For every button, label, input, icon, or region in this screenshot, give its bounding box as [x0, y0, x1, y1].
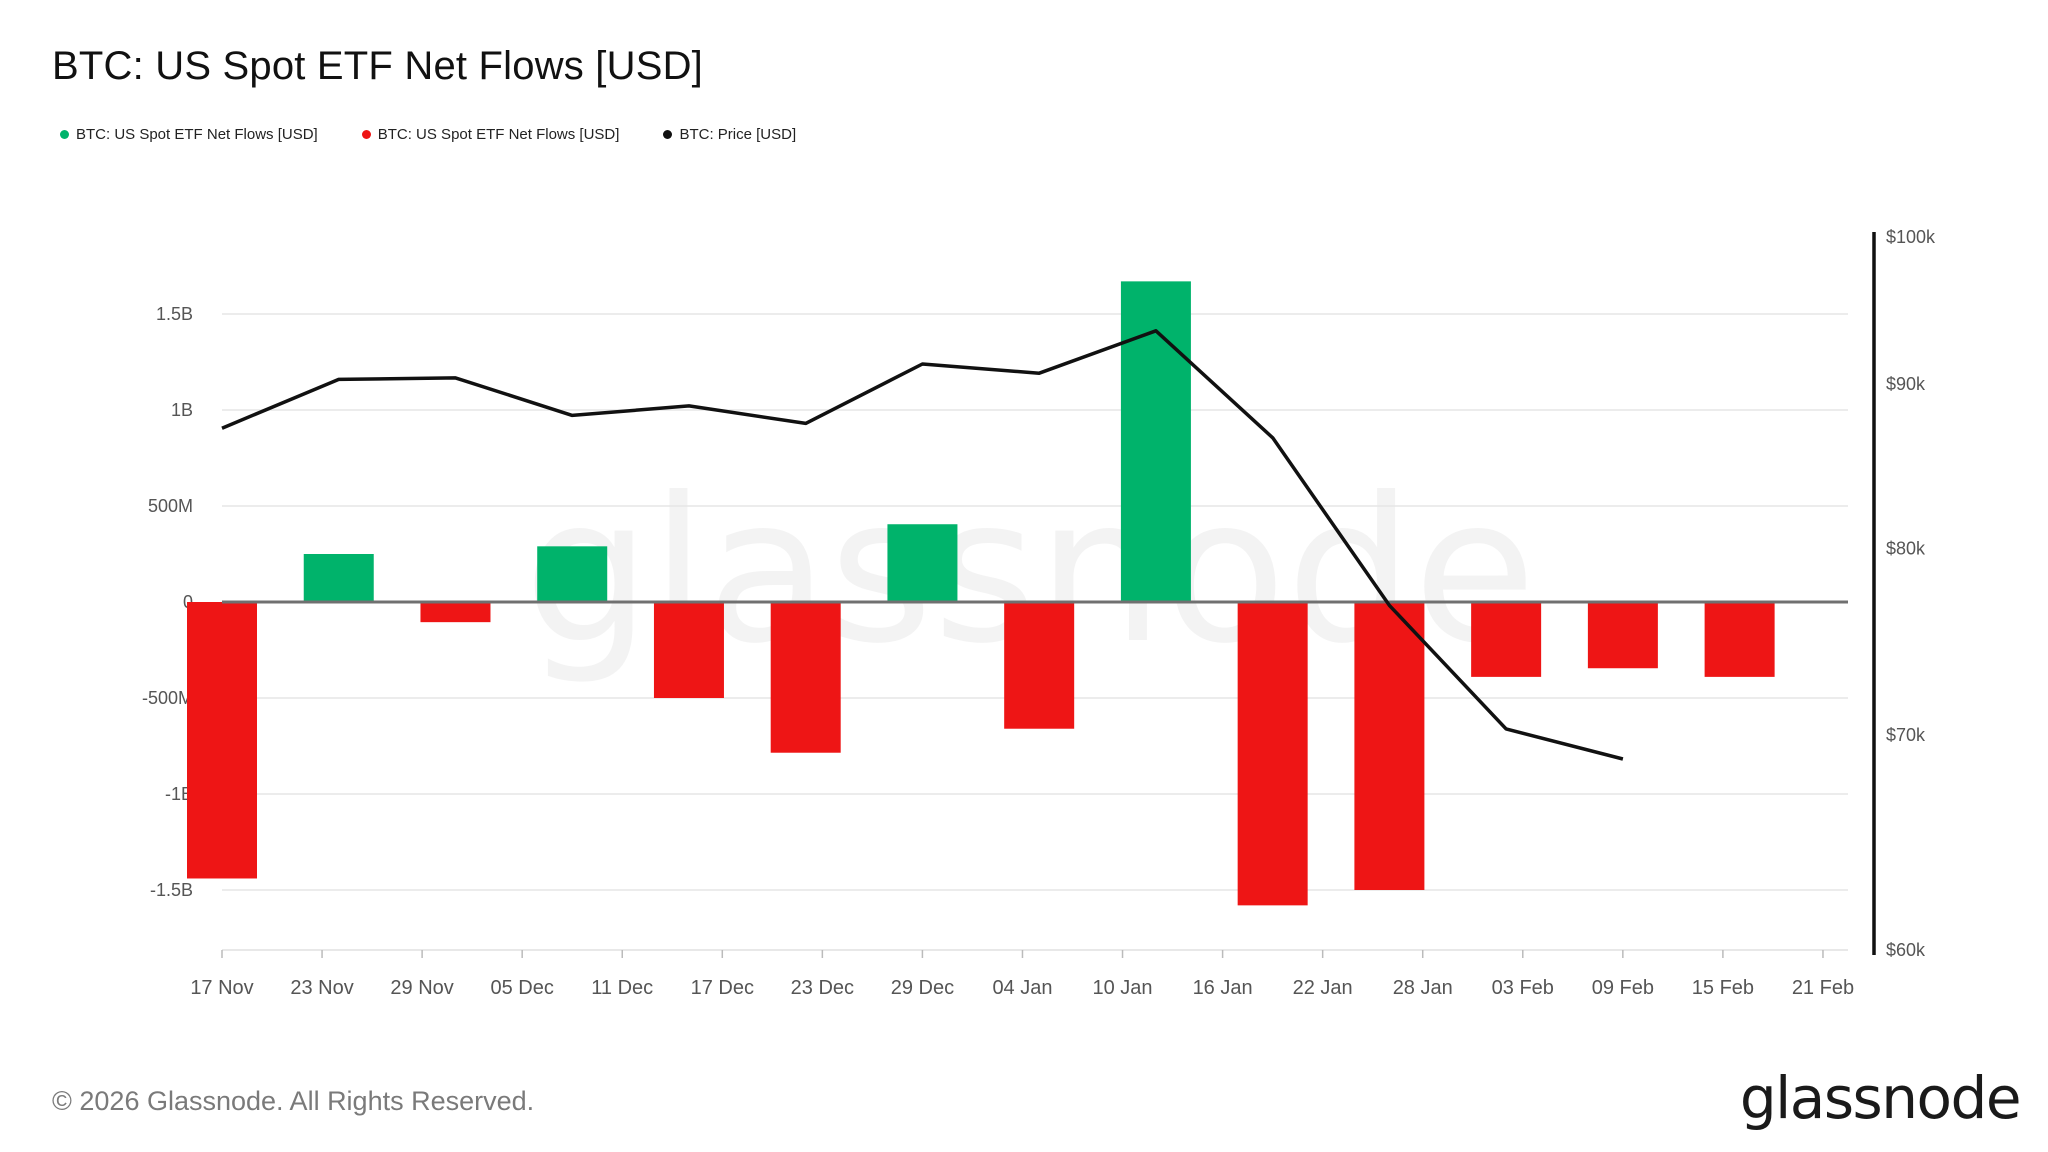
y-tick-label-right: $90k: [1886, 374, 1926, 394]
inflow-bar: [537, 546, 608, 602]
y-tick-label-left: 500M: [148, 496, 193, 516]
x-tick-label: 29 Dec: [891, 977, 954, 999]
y-tick-label-right: $80k: [1886, 538, 1926, 558]
x-tick-label: 28 Jan: [1393, 977, 1453, 999]
outflow-bar: [1354, 602, 1425, 890]
legend-item-price[interactable]: BTC: Price [USD]: [663, 126, 796, 143]
outflow-bar: [1004, 602, 1075, 729]
x-tick-label: 22 Jan: [1293, 977, 1353, 999]
y-tick-label-left: -1.5B: [150, 880, 193, 900]
legend-dot-outflows: [361, 130, 371, 139]
legend-label-outflows: BTC: US Spot ETF Net Flows [USD]: [377, 126, 620, 143]
x-tick-label: 11 Dec: [591, 977, 653, 999]
outflow-bar: [420, 602, 491, 623]
legend-label-price: BTC: Price [USD]: [679, 126, 797, 143]
outflow-bar: [1471, 602, 1542, 677]
inflow-bar: [887, 524, 958, 602]
x-tick-label: 17 Dec: [691, 977, 754, 999]
legend-dot-inflows: [60, 130, 69, 139]
chart-title: BTC: US Spot ETF Net Flows [USD]: [52, 44, 703, 88]
y-tick-label-left: 1.5B: [156, 304, 193, 324]
x-tick-label: 09 Feb: [1592, 977, 1654, 999]
x-tick-label: 21 Feb: [1792, 977, 1854, 999]
x-tick-label: 23 Nov: [290, 977, 353, 999]
x-tick-label: 23 Dec: [791, 977, 854, 999]
y-tick-label-right: $70k: [1886, 725, 1926, 745]
x-tick-label: 03 Feb: [1492, 977, 1554, 999]
x-tick-label: 17 Nov: [190, 977, 253, 999]
x-tick-label: 16 Jan: [1193, 977, 1253, 999]
legend-dot-price: [663, 130, 673, 139]
outflow-bar: [653, 602, 724, 698]
outflow-bar: [1237, 602, 1308, 906]
outflow-bar: [1587, 602, 1658, 669]
x-tick-label: 29 Nov: [390, 977, 453, 999]
inflow-bar: [1120, 281, 1191, 602]
y-tick-label-left: 1B: [171, 400, 193, 420]
legend-item-outflows[interactable]: BTC: US Spot ETF Net Flows [USD]: [361, 126, 620, 143]
legend-label-inflows: BTC: US Spot ETF Net Flows [USD]: [76, 126, 318, 143]
x-tick-label: 15 Feb: [1692, 977, 1754, 999]
y-tick-label-right: $100k: [1886, 227, 1936, 247]
inflow-bar: [303, 554, 374, 602]
x-tick-label: 05 Dec: [490, 977, 553, 999]
x-tick-label: 04 Jan: [992, 977, 1052, 999]
x-tick-label: 10 Jan: [1093, 977, 1153, 999]
y-tick-label-right: $60k: [1886, 940, 1926, 960]
copyright-footer: © 2026 Glassnode. All Rights Reserved.: [52, 1086, 535, 1116]
outflow-bar: [770, 602, 841, 753]
y-tick-label-left: -500M: [142, 688, 193, 708]
legend: BTC: US Spot ETF Net Flows [USD] BTC: US…: [60, 126, 796, 143]
y-tick-label-left: -1B: [165, 784, 193, 804]
legend-item-inflows[interactable]: BTC: US Spot ETF Net Flows [USD]: [60, 126, 318, 143]
price-line: [221, 329, 1624, 761]
glassnode-logo: glassnode: [1739, 1064, 2022, 1132]
outflow-bar: [187, 602, 257, 879]
outflow-bar: [1704, 602, 1775, 677]
